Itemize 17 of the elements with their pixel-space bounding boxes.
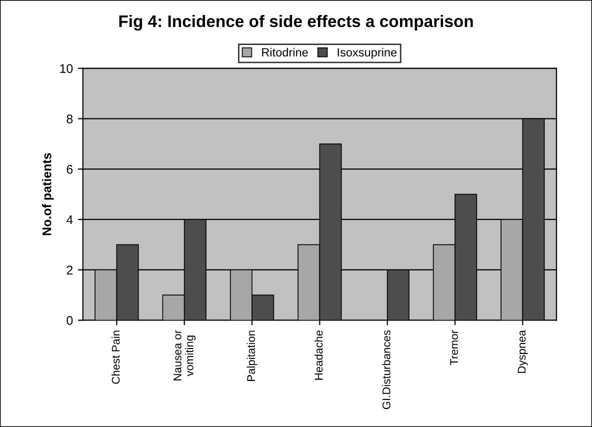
x-tick-label: Palpitation — [246, 330, 258, 381]
chart-title: Fig 4: Incidence of side effects a comparison — [119, 14, 473, 31]
y-tick-label: 10 — [60, 64, 73, 73]
x-tick-label: Chest Pain — [112, 330, 120, 384]
y-tick-label: 2 — [66, 266, 73, 274]
y-tick-label: 4 — [66, 215, 73, 224]
x-tick-label: Nausea or vomiting — [174, 330, 196, 380]
y-tick-label: 0 — [66, 316, 73, 325]
legend-label: Ritodrine — [262, 48, 308, 57]
x-tick-label: Headache — [314, 330, 323, 380]
y-axis-title: No.of patients — [42, 153, 54, 236]
x-tick-label: Dyspnea — [518, 330, 528, 373]
x-tick-label: GI.Disturbances — [382, 330, 390, 410]
legend-label: Isoxsuprine — [338, 48, 397, 59]
x-tick-label: Tremor — [450, 330, 458, 366]
y-tick-label: 8 — [66, 114, 73, 124]
y-tick-label: 6 — [66, 164, 73, 174]
